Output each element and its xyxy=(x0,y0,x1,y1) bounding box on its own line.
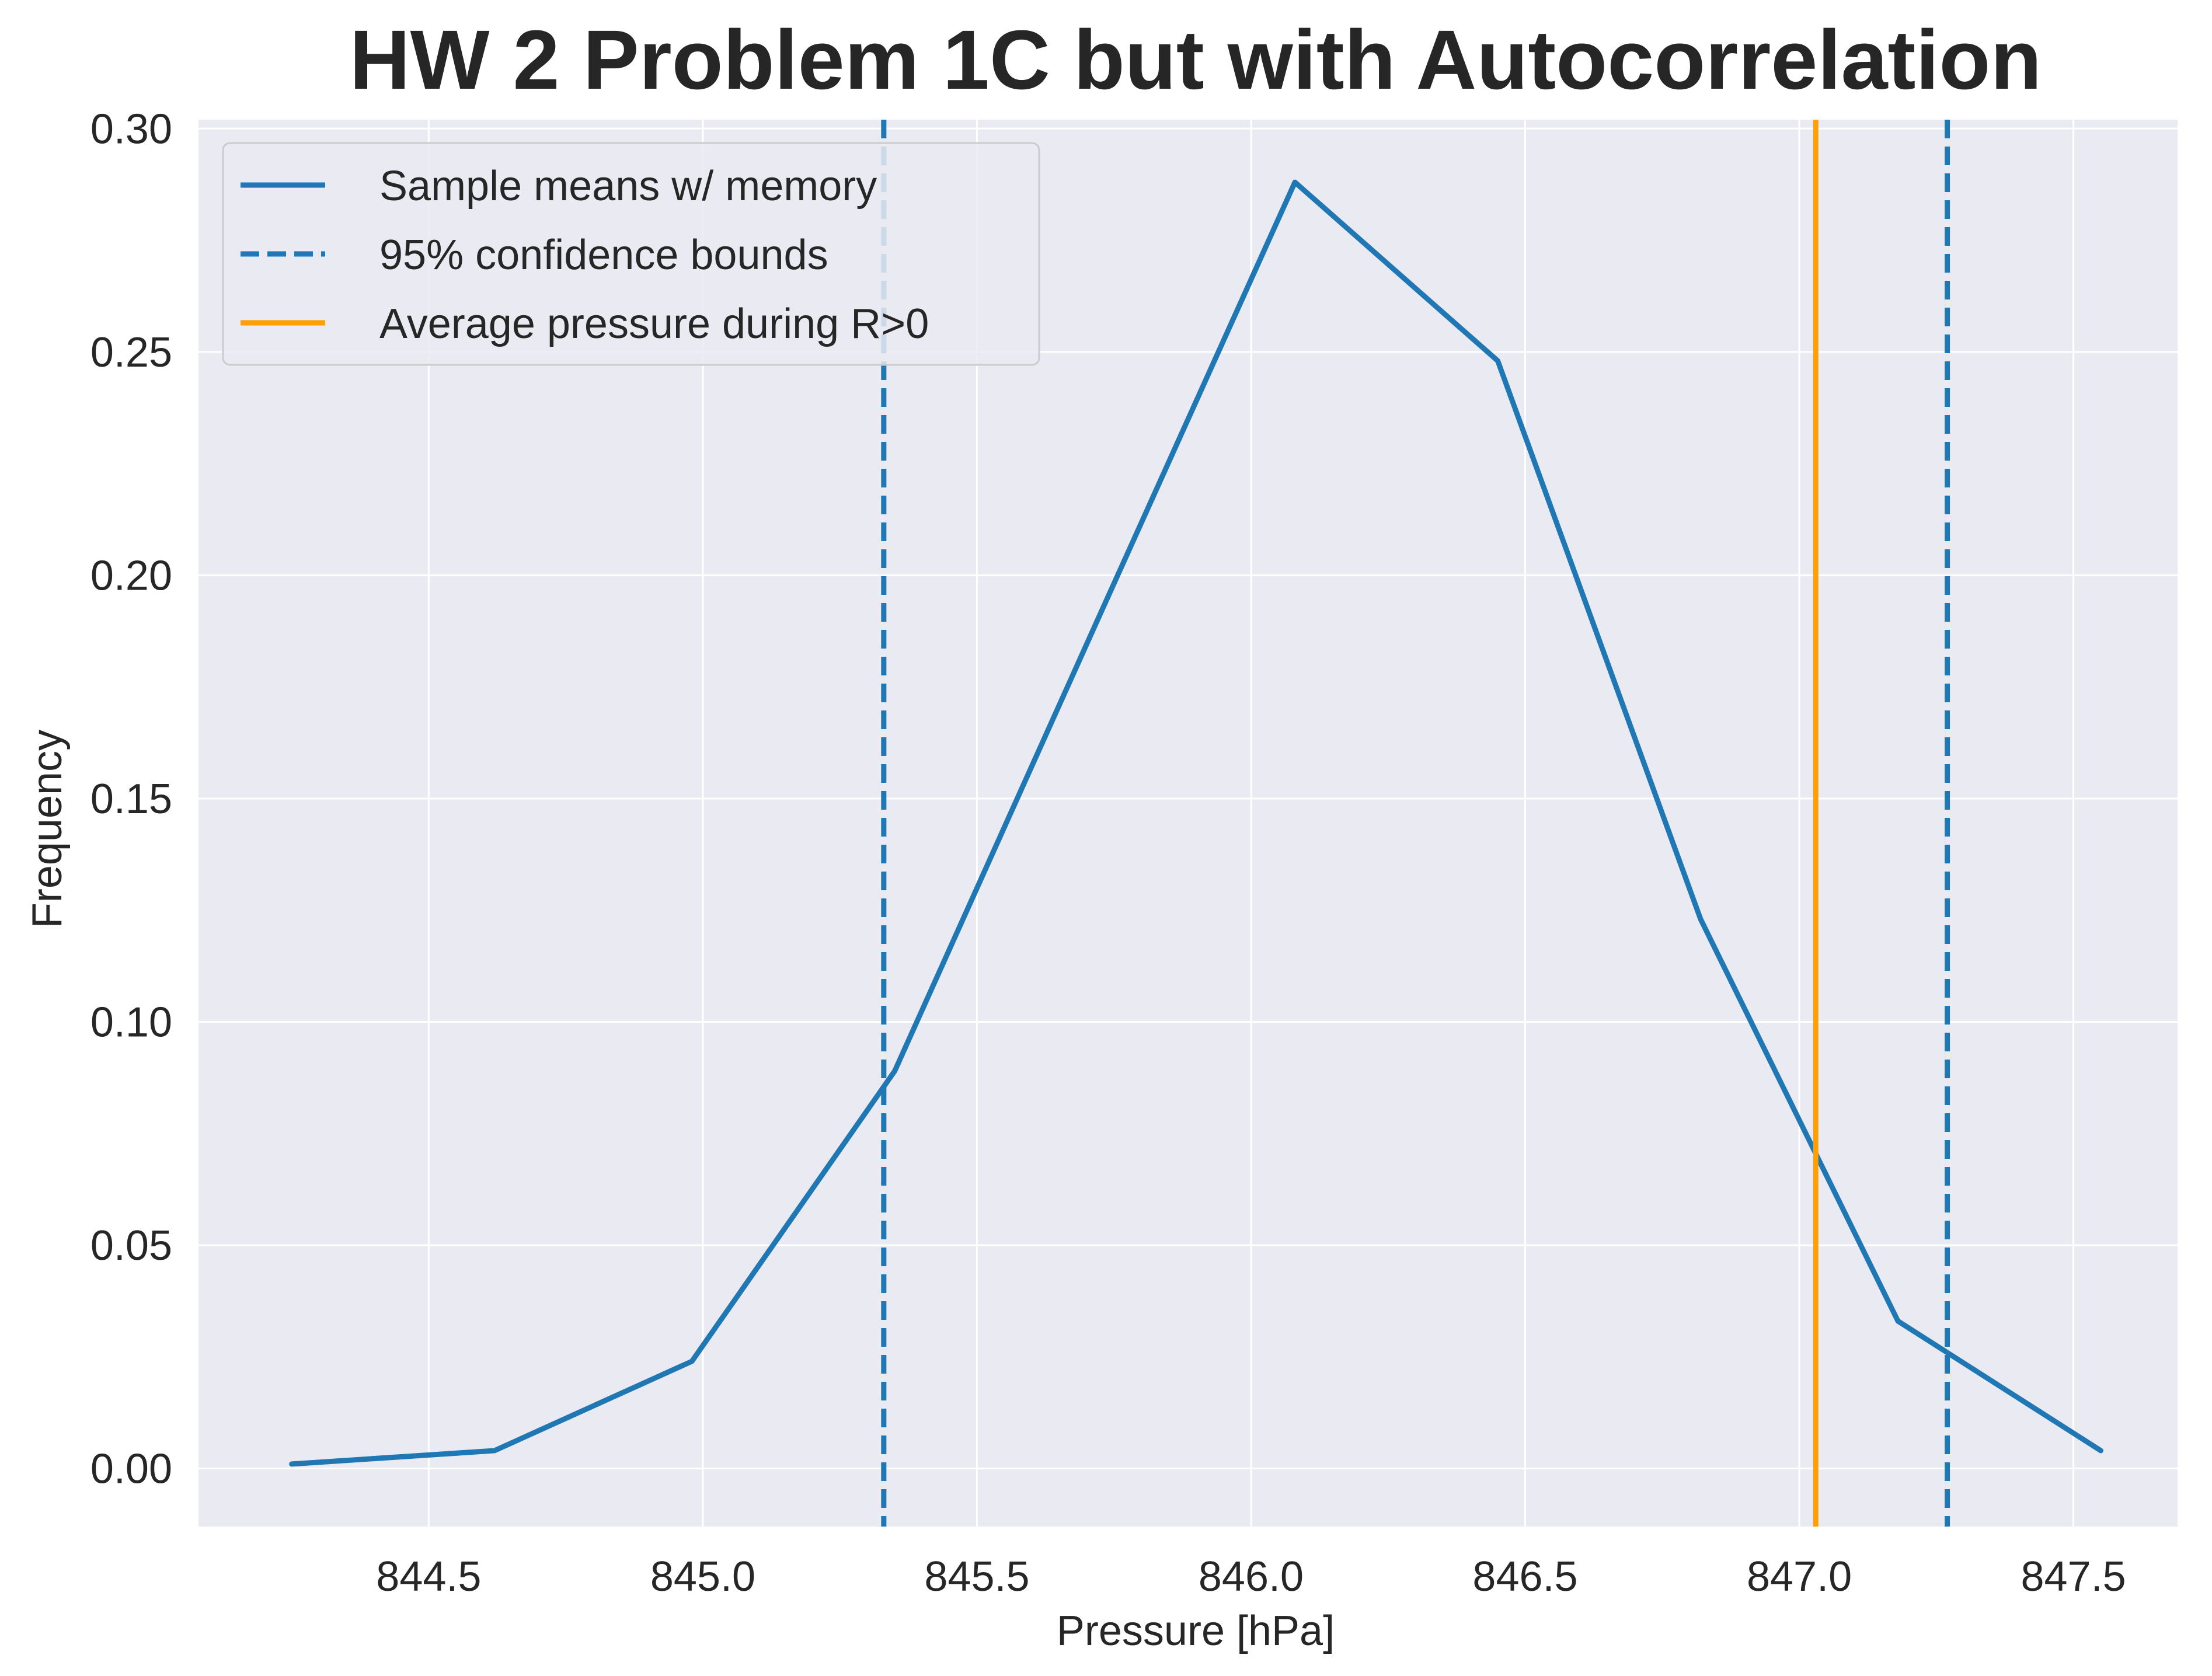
y-tick-label: 0.30 xyxy=(90,106,172,152)
x-tick-label: 845.5 xyxy=(924,1553,1029,1600)
x-tick-label: 845.0 xyxy=(650,1553,755,1600)
x-axis-label: Pressure [hPa] xyxy=(1057,1608,1335,1654)
legend-box xyxy=(222,142,1040,366)
x-tick-label: 844.5 xyxy=(376,1553,481,1600)
x-tick-label: 846.0 xyxy=(1199,1553,1304,1600)
legend: Sample means w/ memory 95% confidence bou… xyxy=(222,142,1040,366)
y-tick-label: 0.25 xyxy=(90,329,172,376)
chart-title: HW 2 Problem 1C but with Autocorrelation xyxy=(350,13,2042,107)
y-tick-label: 0.05 xyxy=(90,1222,172,1269)
y-tick-label: 0.10 xyxy=(90,999,172,1046)
series-layer xyxy=(289,120,2104,1527)
legend-entry: Average pressure during R>0 xyxy=(379,301,929,347)
y-tick-label: 0.15 xyxy=(90,776,172,823)
y-axis-label: Frequency xyxy=(24,730,71,928)
legend-entry: 95% confidence bounds xyxy=(379,232,828,278)
series-line-sample-means xyxy=(289,179,2104,1467)
x-tick-label: 846.5 xyxy=(1472,1553,1577,1600)
x-tick-label: 847.5 xyxy=(2021,1553,2126,1600)
y-tick-label: 0.00 xyxy=(90,1446,172,1493)
tick-labels: 844.5 845.0 845.5 846.0 846.5 847.0 847.5 0.00 0… xyxy=(90,106,2126,1600)
y-tick-label: 0.20 xyxy=(90,552,172,599)
x-tick-label: 847.0 xyxy=(1747,1553,1852,1600)
legend-entry: Sample means w/ memory xyxy=(379,163,877,210)
